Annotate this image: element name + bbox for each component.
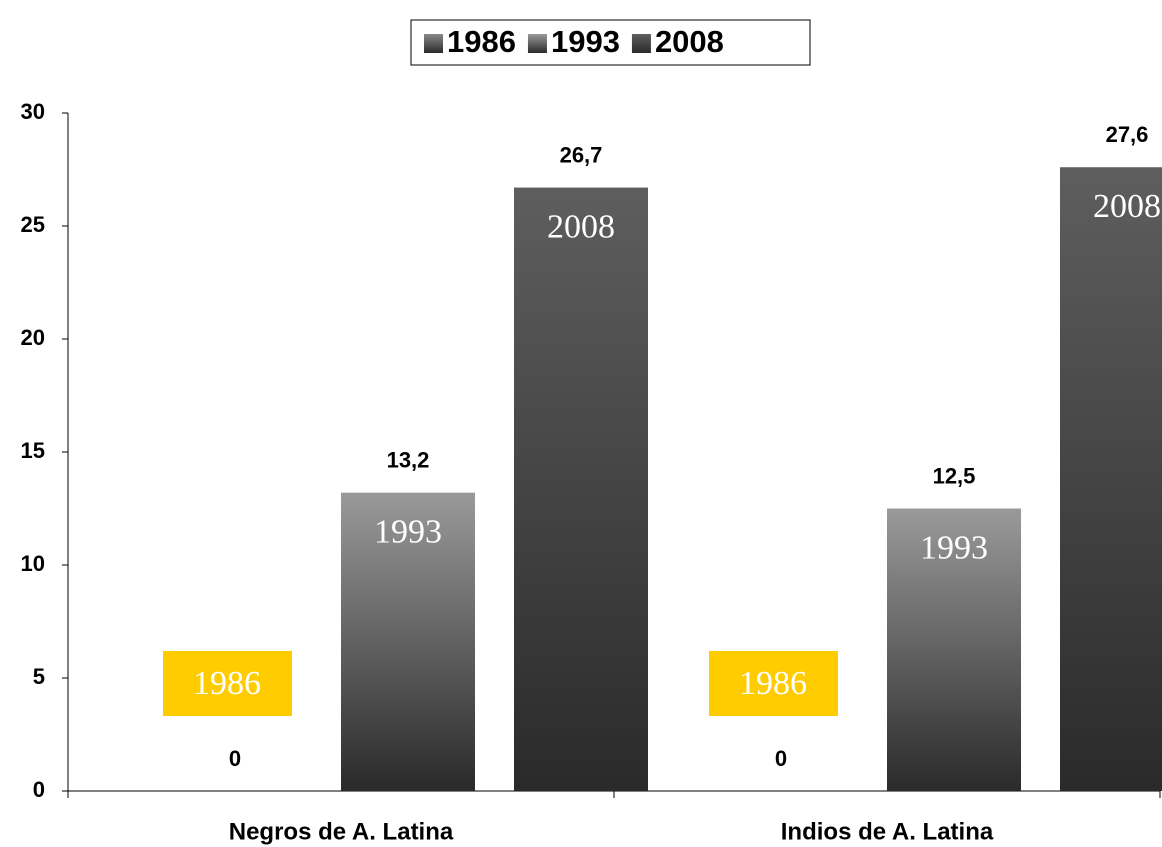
legend-swatch [424,34,443,53]
label-box [163,651,292,716]
bar-inner-label: 1986 [193,665,261,702]
value-label: 0 [775,746,787,771]
value-label: 26,7 [560,142,603,167]
bar-inner-label: 1993 [920,529,988,566]
x-tick-label: Indios de A. Latina [781,818,994,845]
value-label: 12,5 [933,463,976,488]
legend-swatch [527,34,547,53]
y-tick-label: 10 [21,551,45,576]
legend-label: 1993 [551,24,620,59]
y-tick-label: 30 [21,99,45,124]
label-box [709,651,838,716]
value-label: 13,2 [387,447,430,472]
legend-label: 2008 [655,24,724,59]
bar [341,492,475,791]
y-tick-label: 0 [33,777,45,802]
bar-inner-label: 1986 [739,665,807,702]
value-label: 0 [229,746,241,771]
bar [1060,167,1162,792]
bar-inner-label: 2008 [1093,188,1161,225]
bar-inner-label: 2008 [547,208,615,245]
legend-swatch [631,34,651,53]
y-tick-label: 5 [33,664,45,689]
bar [887,508,1021,791]
bar [514,187,648,791]
y-tick-label: 25 [21,212,45,237]
x-tick-label: Negros de A. Latina [229,818,454,845]
y-tick-label: 20 [21,325,45,350]
legend-label: 1986 [447,24,516,59]
value-label: 27,6 [1106,122,1149,147]
legend-box [410,19,811,66]
bar-inner-label: 1993 [374,513,442,550]
y-tick-label: 15 [21,438,45,463]
